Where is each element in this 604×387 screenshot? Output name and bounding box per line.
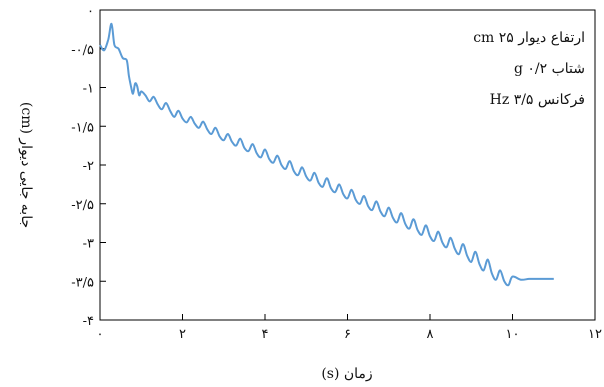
x-axis-title: زمان (s) bbox=[321, 366, 372, 382]
annotation-line: ارتفاع دیوار ۲۵ cm bbox=[473, 30, 585, 46]
y-tick-label: -۴ bbox=[83, 314, 94, 329]
y-axis-ticks: ۰ -۰/۵ -۱ -۱/۵ -۲ -۲/۵ -۳ -۳/۵ -۴ bbox=[71, 4, 106, 329]
y-axis-title: جابه جایی دیوار (cm) bbox=[18, 102, 34, 228]
x-tick-label: ۲ bbox=[179, 327, 186, 342]
annotation-box: ارتفاع دیوار ۲۵ cm شتاب ۰/۲ g فرکانس ۳/۵ H… bbox=[473, 30, 585, 108]
x-tick-label: ۴ bbox=[262, 327, 269, 342]
y-tick-label: -۱ bbox=[83, 82, 94, 97]
annotation-line: فرکانس ۳/۵ Hz bbox=[490, 92, 585, 108]
plot-frame bbox=[99, 9, 596, 321]
x-tick-label: ۱۰ bbox=[506, 327, 520, 342]
x-tick-label: ۸ bbox=[427, 327, 434, 342]
series-line bbox=[99, 22, 554, 287]
y-tick-label: -۰/۵ bbox=[71, 43, 94, 58]
x-tick-label: ۱۲ bbox=[588, 327, 602, 342]
y-tick-label: ۰ bbox=[87, 4, 94, 19]
x-axis-ticks: ۰ ۲ ۴ ۶ ۸ ۱۰ ۱۲ bbox=[97, 314, 602, 342]
y-tick-label: -۳/۵ bbox=[71, 275, 94, 290]
x-tick-label: ۶ bbox=[344, 327, 351, 342]
y-tick-label: -۲ bbox=[83, 159, 94, 174]
annotation-line: شتاب ۰/۲ g bbox=[514, 61, 585, 77]
y-tick-label: -۳ bbox=[83, 237, 94, 252]
y-tick-label: -۱/۵ bbox=[71, 120, 94, 135]
x-tick-label: ۰ bbox=[97, 327, 104, 342]
y-tick-label: -۲/۵ bbox=[71, 198, 94, 213]
